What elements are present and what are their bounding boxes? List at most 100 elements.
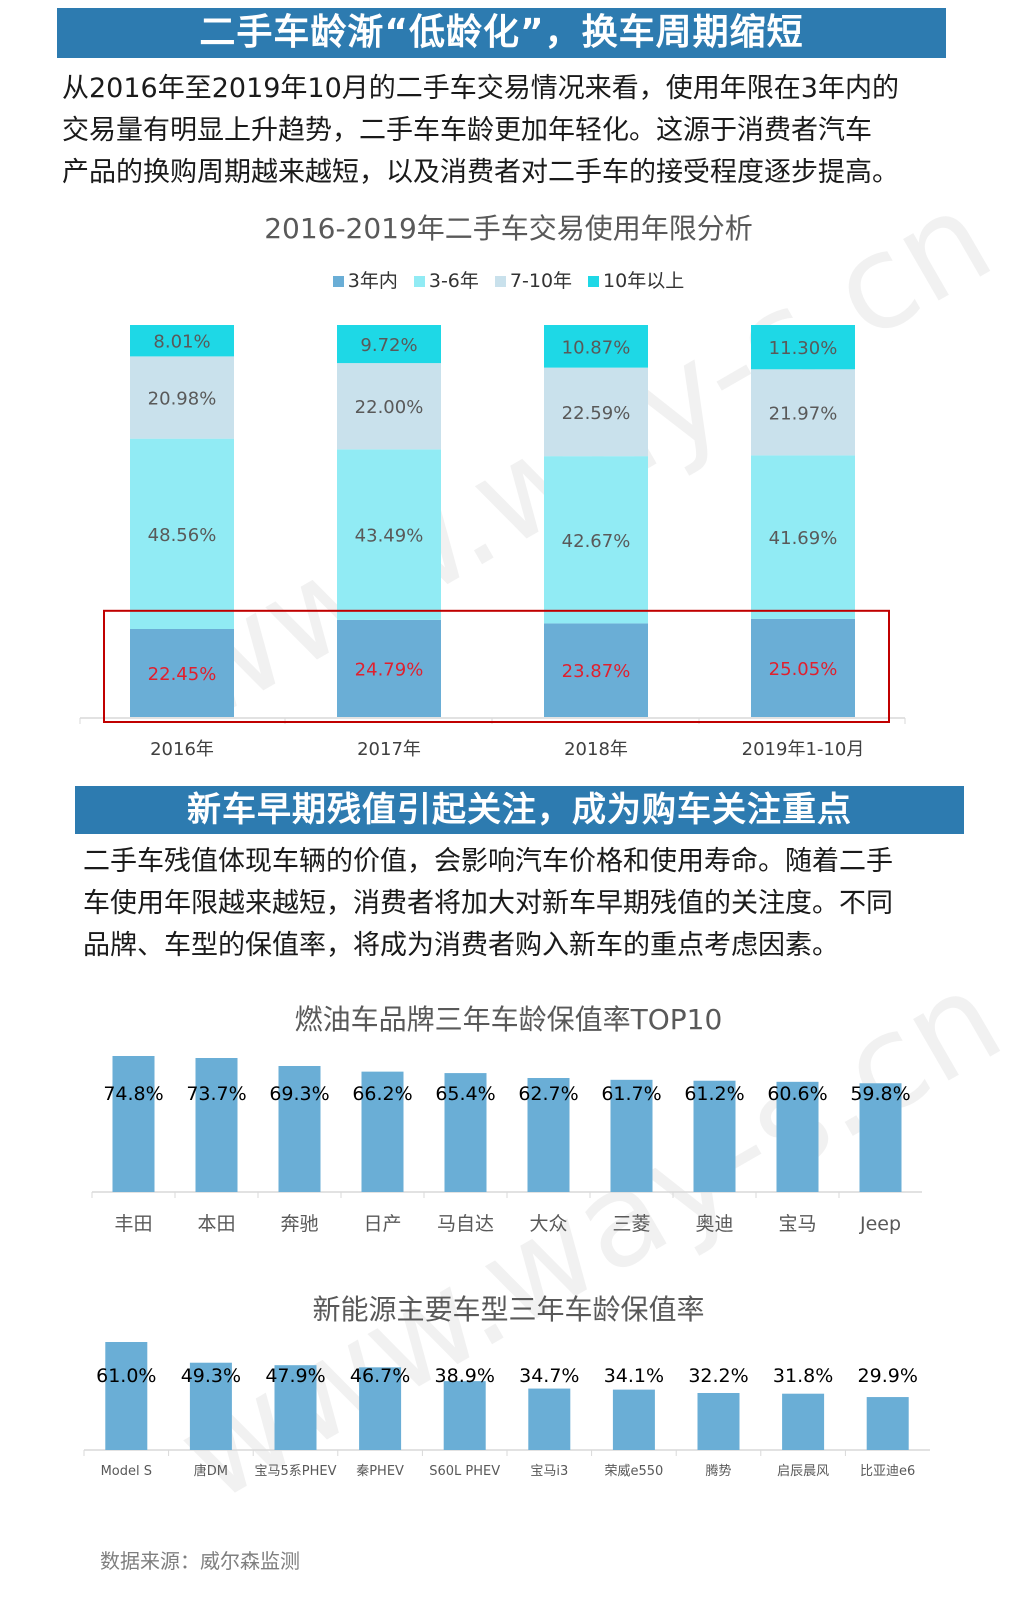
legend-label: 10年以上 xyxy=(603,270,685,292)
chart-title: 2016-2019年二手车交易使用年限分析 xyxy=(264,212,753,245)
data-label: 8.01% xyxy=(153,332,210,353)
data-label: 29.9% xyxy=(858,1365,918,1387)
data-label: 42.67% xyxy=(562,531,631,552)
data-label: 24.79% xyxy=(355,659,424,680)
x-tick-label: 2019年1-10月 xyxy=(742,739,865,760)
x-tick-label: 奔驰 xyxy=(280,1213,318,1235)
legend-label: 7-10年 xyxy=(509,270,573,292)
bar xyxy=(359,1367,402,1450)
bar xyxy=(776,1081,819,1192)
data-label: 48.56% xyxy=(148,525,217,546)
bar xyxy=(444,1073,487,1192)
section-paragraph: 二手车残值体现车辆的价值，会影响汽车价格和使用寿命。随着二手 车使用年限越来越短… xyxy=(83,846,893,961)
bar-segment xyxy=(337,363,441,450)
x-tick-label: 宝马5系PHEV xyxy=(255,1464,337,1479)
bar-segment xyxy=(751,325,855,370)
bar-segment xyxy=(544,367,648,457)
highlight-box xyxy=(103,609,890,723)
bar-segment xyxy=(544,456,648,624)
data-label: 38.9% xyxy=(435,1365,495,1387)
data-label: 74.8% xyxy=(103,1083,163,1105)
data-label: 22.45% xyxy=(148,664,217,685)
data-source: 数据来源：威尔森监测 xyxy=(100,1549,300,1573)
x-tick-label: 2017年 xyxy=(357,739,421,760)
bar-segment xyxy=(337,449,441,620)
data-label: 65.4% xyxy=(435,1083,495,1105)
data-label: 61.7% xyxy=(601,1083,661,1105)
legend-item: 3-6年 xyxy=(413,266,479,293)
data-label: 73.7% xyxy=(186,1083,246,1105)
legend-swatch xyxy=(494,276,506,287)
bar-segment xyxy=(751,455,855,619)
data-label: 22.59% xyxy=(562,403,631,424)
bar xyxy=(697,1392,740,1450)
bar-segment xyxy=(544,623,648,717)
x-tick-label: 唐DM xyxy=(194,1463,228,1479)
data-label: 46.7% xyxy=(350,1365,410,1387)
data-label: 9.72% xyxy=(360,335,417,356)
data-label: 60.6% xyxy=(767,1083,827,1105)
bar-chart: 74.8% 丰田 73.7% 本田 69.3% 奔驰 66.2% 日产 65.4% 马自达 62.7… xyxy=(91,1056,922,1235)
legend-swatch xyxy=(413,276,425,287)
x-tick-label: 启辰晨风 xyxy=(777,1464,829,1479)
x-tick-label: Model S xyxy=(101,1464,152,1479)
chart-title: 新能源主要车型三年车龄保值率 xyxy=(312,1293,705,1326)
section-paragraph: 从2016年至2019年10月的二手车交易情况来看，使用年限在3年内的 交易量有… xyxy=(62,73,899,188)
bar xyxy=(612,1389,655,1450)
data-label: 25.05% xyxy=(769,659,838,680)
bar xyxy=(528,1388,571,1450)
x-tick-label: 2018年 xyxy=(564,739,628,760)
bar-segment xyxy=(130,628,234,717)
x-tick-label: 秦PHEV xyxy=(356,1464,404,1479)
data-label: 34.1% xyxy=(604,1365,664,1387)
chart-legend: 3年内 3-6年 7-10年 10年以上 xyxy=(0,266,1017,293)
legend-label: 3-6年 xyxy=(428,270,479,292)
data-label: 59.8% xyxy=(850,1083,910,1105)
data-label: 61.2% xyxy=(684,1083,744,1105)
data-label: 47.9% xyxy=(265,1365,325,1387)
bar xyxy=(105,1342,148,1450)
data-label: 31.8% xyxy=(773,1365,833,1387)
bar xyxy=(361,1071,404,1192)
legend-item: 10年以上 xyxy=(588,266,684,293)
bar-segment xyxy=(751,618,855,717)
legend-swatch xyxy=(332,276,344,287)
bar-segment xyxy=(130,438,234,629)
x-tick-label: 荣威e550 xyxy=(604,1464,663,1479)
x-tick-label: 马自达 xyxy=(437,1213,494,1235)
data-label: 21.97% xyxy=(769,403,838,424)
bar xyxy=(866,1397,909,1450)
data-label: 66.2% xyxy=(352,1083,412,1105)
legend-swatch xyxy=(588,276,600,287)
x-tick-label: 丰田 xyxy=(114,1213,152,1235)
stacked-bar-chart: 22.45% 48.56% 20.98% 8.01% 2016年 24.79% 43.49%… xyxy=(79,325,906,760)
x-tick-label: 大众 xyxy=(529,1213,567,1235)
x-tick-label: S60L PHEV xyxy=(429,1464,500,1479)
bar xyxy=(443,1381,486,1450)
bar-segment xyxy=(130,356,234,439)
x-tick-label: 本田 xyxy=(197,1213,235,1235)
bar xyxy=(859,1083,902,1192)
legend-item: 3年内 xyxy=(332,266,398,293)
x-tick-label: Jeep xyxy=(859,1213,901,1235)
section-banner: 新车早期残值引起关注，成为购车关注重点 xyxy=(75,786,964,834)
x-tick-label: 比亚迪e6 xyxy=(860,1464,915,1479)
chart-title: 燃油车品牌三年车龄保值率TOP10 xyxy=(294,1003,723,1036)
bar-segment xyxy=(751,369,855,456)
data-label: 43.49% xyxy=(355,526,424,547)
data-label: 34.7% xyxy=(519,1365,579,1387)
legend-item: 7-10年 xyxy=(494,266,573,293)
legend-label: 3年内 xyxy=(347,270,398,292)
bar xyxy=(693,1080,736,1192)
bar-chart: 61.0% Model S 49.3% 唐DM 47.9% 宝马5系PHEV 46.7% 秦P… xyxy=(83,1342,930,1479)
x-tick-label: 日产 xyxy=(363,1213,401,1235)
data-label: 22.00% xyxy=(355,397,424,418)
x-tick-label: 三菱 xyxy=(612,1213,650,1235)
data-label: 41.69% xyxy=(769,528,838,549)
data-label: 62.7% xyxy=(518,1083,578,1105)
bar xyxy=(189,1362,232,1450)
x-tick-label: 奥迪 xyxy=(695,1213,733,1235)
data-label: 20.98% xyxy=(148,389,217,410)
x-tick-label: 宝马 xyxy=(778,1213,816,1235)
data-label: 11.30% xyxy=(769,338,838,359)
